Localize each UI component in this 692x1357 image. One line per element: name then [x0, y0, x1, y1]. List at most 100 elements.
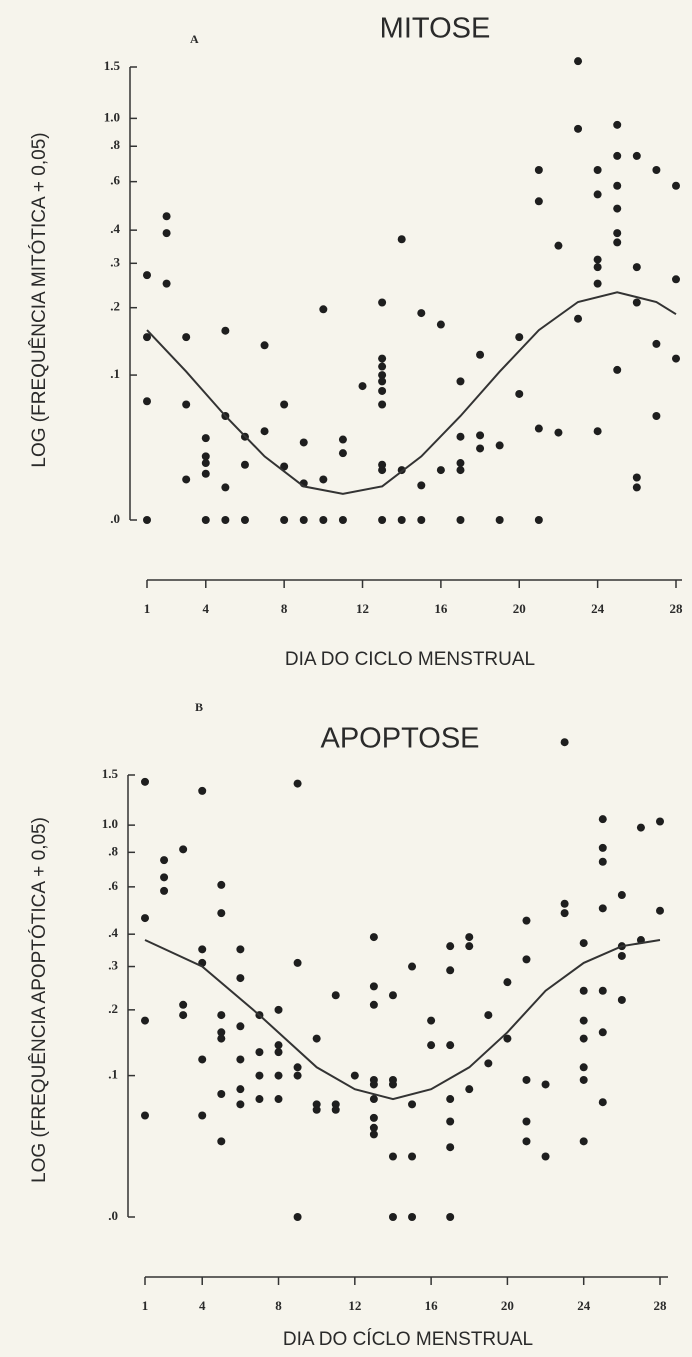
data-point	[274, 1005, 283, 1014]
data-point	[656, 817, 664, 826]
data-point	[369, 1080, 378, 1089]
data-point	[476, 350, 485, 359]
data-point	[338, 516, 347, 524]
data-point	[522, 916, 531, 925]
data-point	[143, 333, 151, 342]
data-point	[331, 991, 340, 1000]
data-point	[593, 165, 602, 174]
data-point	[388, 1080, 397, 1089]
data-point	[162, 229, 171, 238]
data-point	[198, 1111, 207, 1120]
data-point	[312, 1034, 321, 1043]
data-point	[598, 1098, 607, 1107]
data-point	[636, 823, 645, 832]
data-point	[217, 1034, 226, 1043]
x-tick-label: 12	[356, 601, 369, 616]
data-point	[446, 1041, 455, 1050]
data-point	[593, 279, 602, 288]
chart-title: MITOSE	[380, 13, 491, 45]
data-point	[236, 1100, 245, 1109]
data-point	[632, 263, 641, 272]
data-point	[182, 400, 191, 409]
data-point	[217, 1090, 226, 1099]
data-point	[436, 466, 445, 475]
data-point	[217, 1137, 226, 1146]
data-point	[255, 1071, 264, 1080]
data-point	[465, 942, 474, 951]
data-point	[541, 1080, 550, 1089]
data-point	[369, 1113, 378, 1122]
data-point	[179, 1000, 188, 1009]
y-tick-label: .3	[110, 254, 120, 269]
chart-title: APOPTOSE	[320, 723, 479, 755]
data-point	[656, 906, 664, 915]
data-point	[408, 962, 417, 971]
data-point	[613, 238, 622, 247]
data-point	[579, 1063, 588, 1072]
data-point	[338, 435, 347, 444]
data-point	[617, 891, 626, 900]
data-point	[198, 945, 207, 954]
data-point	[201, 434, 210, 443]
data-point	[331, 1100, 340, 1109]
data-point	[274, 1071, 283, 1080]
y-tick-label: .6	[108, 878, 118, 893]
data-point	[574, 124, 583, 133]
data-point	[456, 377, 465, 386]
data-point	[293, 958, 302, 967]
data-point	[369, 1130, 378, 1139]
data-point	[260, 341, 269, 350]
data-point	[652, 411, 661, 420]
data-point	[198, 786, 207, 795]
data-point	[579, 1034, 588, 1043]
data-point	[350, 1071, 359, 1080]
x-tick-label: 1	[142, 1298, 149, 1313]
data-point	[632, 298, 641, 307]
data-point	[369, 1123, 378, 1132]
x-tick-label: 16	[434, 601, 448, 616]
data-point	[240, 460, 249, 469]
data-point	[236, 1085, 245, 1094]
data-point	[293, 1213, 302, 1221]
x-tick-label: 24	[591, 601, 605, 616]
data-point	[446, 942, 455, 951]
data-point	[522, 1117, 531, 1126]
data-point	[617, 995, 626, 1004]
x-tick-label: 20	[513, 601, 526, 616]
y-tick-label: .1	[108, 1067, 118, 1082]
data-point	[236, 974, 245, 983]
data-point	[515, 389, 524, 398]
y-axis-label: LOG (FREQUÊNCIA MITÓTICA + 0,05)	[28, 132, 50, 467]
data-point	[613, 365, 622, 374]
data-point	[503, 978, 512, 987]
data-point	[255, 1095, 264, 1104]
data-point	[319, 475, 328, 484]
data-point	[378, 377, 387, 386]
data-point	[515, 333, 524, 342]
data-point	[574, 57, 583, 66]
data-point	[141, 914, 149, 923]
data-point	[456, 466, 465, 475]
data-point	[534, 424, 543, 433]
data-point	[446, 1143, 455, 1152]
data-point	[446, 966, 455, 975]
y-tick-label: .8	[108, 843, 118, 858]
data-point	[312, 1105, 321, 1114]
x-tick-label: 8	[275, 1298, 282, 1313]
data-point	[456, 516, 465, 524]
data-point	[217, 1011, 226, 1020]
data-point	[579, 1016, 588, 1025]
data-point	[465, 933, 474, 942]
y-tick-label: .0	[110, 511, 120, 526]
data-point	[554, 241, 563, 250]
data-point	[198, 1055, 207, 1064]
data-point	[560, 899, 569, 908]
data-point	[427, 1016, 436, 1025]
y-tick-label: .0	[108, 1208, 118, 1223]
data-point	[221, 516, 230, 524]
data-point	[484, 1059, 493, 1068]
data-point	[495, 516, 504, 524]
data-point	[522, 1137, 531, 1146]
data-point	[369, 1000, 378, 1009]
